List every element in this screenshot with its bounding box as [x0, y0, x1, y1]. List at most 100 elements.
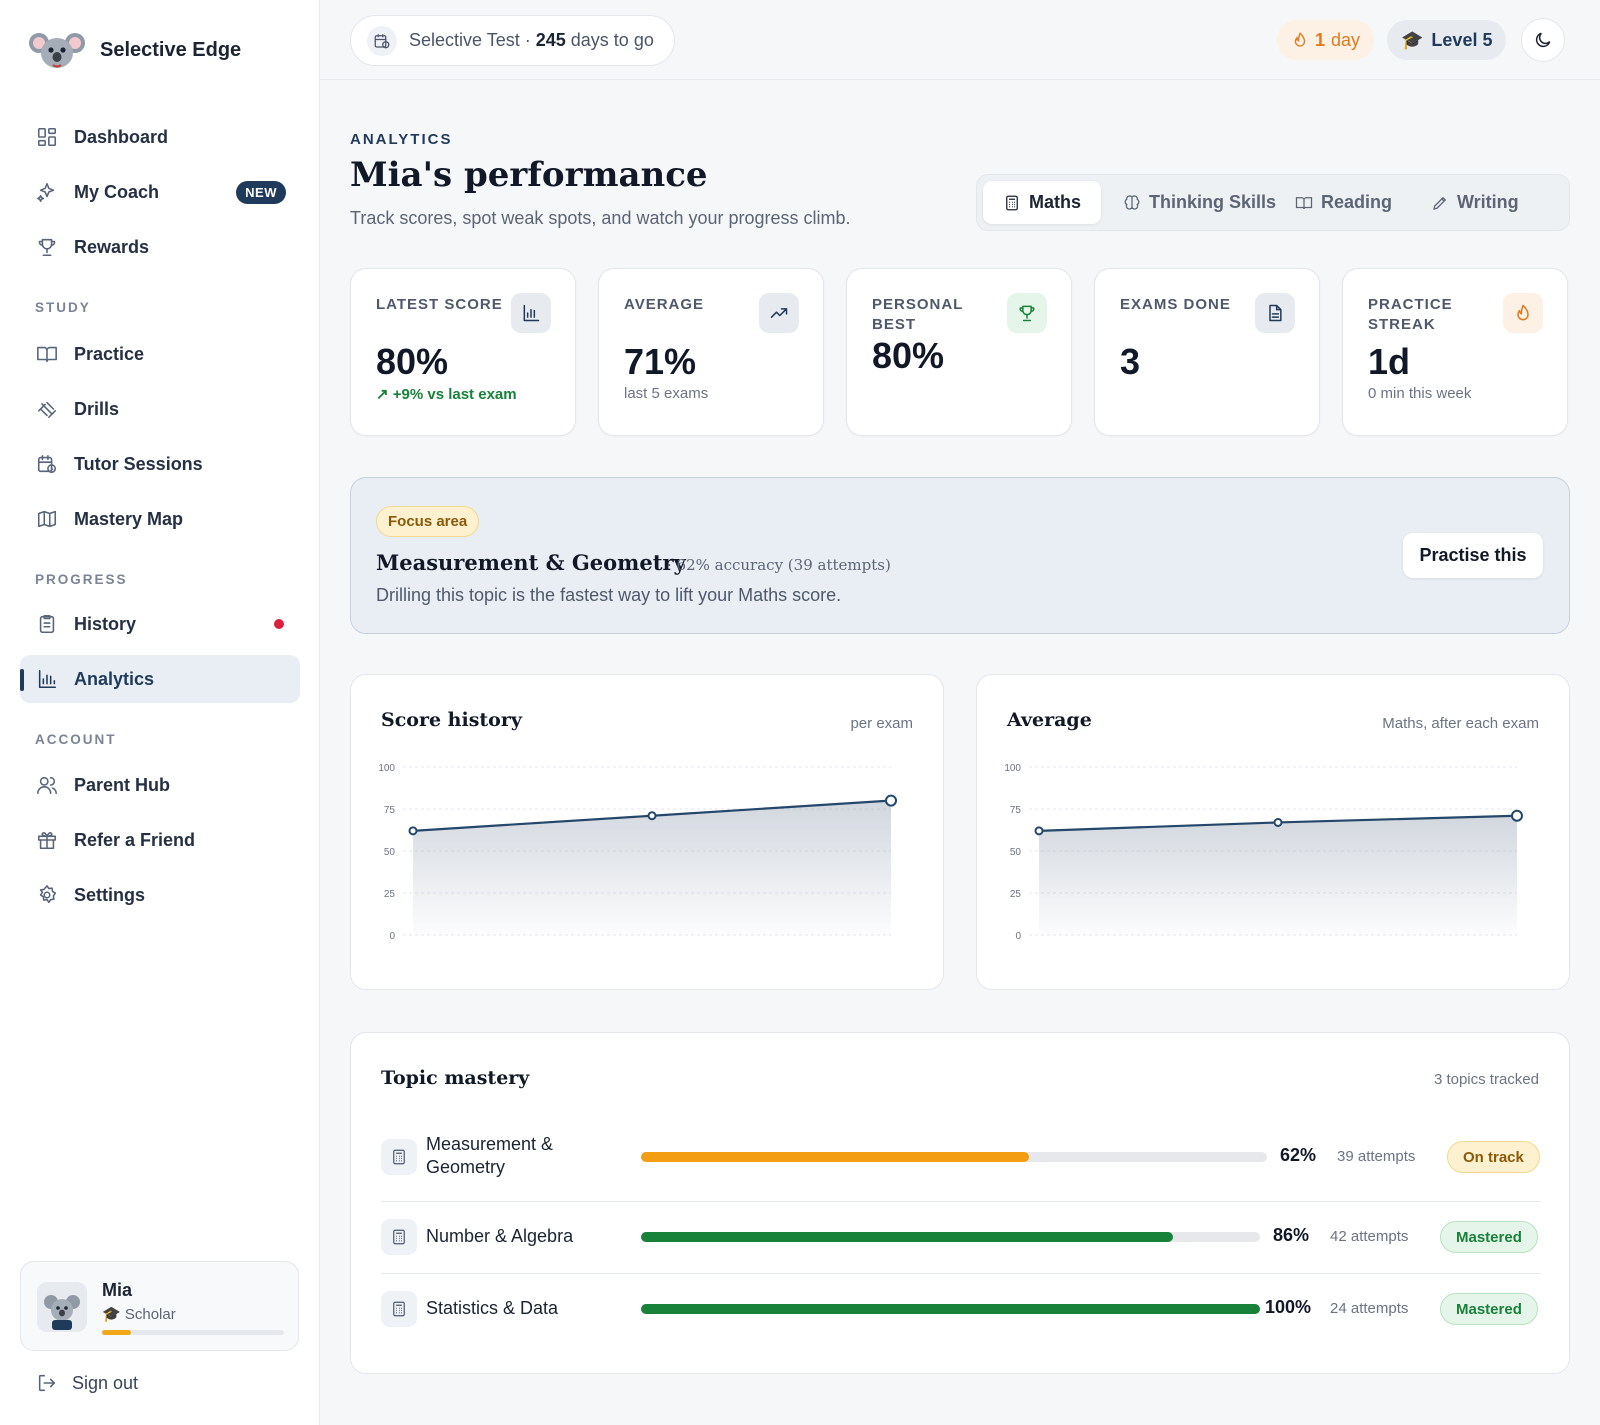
tab-thinking-skills[interactable]: Thinking Skills — [1103, 181, 1296, 224]
area-fill — [1039, 815, 1517, 935]
status-badge: Mastered — [1440, 1293, 1538, 1325]
sidebar-item-label: Refer a Friend — [74, 829, 196, 850]
topic-progress-fill — [641, 1152, 1030, 1162]
topic-progress-bar — [641, 1152, 1267, 1162]
tab-maths[interactable]: Maths — [983, 181, 1102, 224]
stat-label: EXAMS DONE — [1120, 296, 1231, 313]
calculator-icon — [381, 1139, 417, 1175]
page-subtitle: Track scores, spot weak spots, and watch… — [350, 208, 851, 228]
data-point[interactable] — [647, 811, 657, 821]
sidebar-item-label: History — [74, 613, 137, 634]
tab-reading[interactable]: Reading — [1275, 181, 1412, 224]
notification-dot — [274, 619, 284, 629]
new-badge: NEW — [236, 180, 286, 204]
stat-label: PERSONAL BEST — [872, 296, 964, 333]
score-history-chart: 100 75 50 25 0 — [378, 763, 897, 942]
sidebar-item-label: Rewards — [74, 236, 150, 257]
stat-value: 71% — [624, 341, 697, 382]
graduation-cap-icon: 🎓 — [1401, 29, 1424, 50]
practise-this-button[interactable]: Practise this — [1403, 533, 1543, 578]
sidebar-item-rewards[interactable]: Rewards — [20, 223, 300, 271]
y-tick-label: 25 — [1010, 889, 1022, 900]
y-tick-label: 75 — [384, 805, 396, 816]
sign-out-button[interactable]: Sign out — [36, 1372, 138, 1394]
stat-value: 1d — [1368, 341, 1411, 382]
focus-description: Drilling this topic is the fastest way t… — [376, 585, 842, 605]
mastery-title: Topic mastery — [381, 1067, 530, 1089]
arrow-up-right-icon: ↗ — [376, 386, 393, 403]
score-history-card: Score history per exam 100 75 50 25 0 — [350, 674, 944, 990]
trophy-icon — [38, 238, 56, 257]
xp-progress-bar — [102, 1330, 284, 1335]
sidebar-item-refer-a-friend[interactable]: Refer a Friend — [20, 816, 300, 864]
calculator-icon — [1006, 195, 1018, 210]
y-tick-label: 0 — [1015, 931, 1021, 942]
y-tick-label: 0 — [389, 931, 395, 942]
level-pill[interactable]: 🎓 Level 5 — [1387, 20, 1507, 60]
clipboard-list-icon — [39, 614, 55, 634]
topic-progress-bar — [641, 1304, 1260, 1314]
row-divider — [381, 1201, 1541, 1202]
user-role: 🎓 Scholar — [102, 1306, 176, 1323]
xp-progress-fill — [102, 1330, 132, 1335]
streak-value: 1 — [1315, 29, 1326, 50]
streak-pill[interactable]: 1 day — [1277, 20, 1375, 60]
data-point[interactable] — [1511, 809, 1523, 822]
stat-note: last 5 exams — [624, 385, 709, 402]
y-tick-label: 75 — [1010, 805, 1022, 816]
sidebar-item-dashboard[interactable]: Dashboard — [20, 113, 300, 161]
sidebar-item-label: Drills — [74, 398, 120, 419]
level-label: Level 5 — [1431, 29, 1493, 50]
book-open-icon — [1295, 196, 1313, 209]
sign-out-label: Sign out — [72, 1372, 139, 1393]
data-point[interactable] — [1034, 826, 1044, 836]
data-point[interactable] — [1273, 817, 1283, 827]
gift-icon — [37, 832, 57, 850]
bar-chart-icon — [511, 293, 551, 333]
theme-toggle-button[interactable] — [1521, 18, 1565, 62]
file-text-icon — [1255, 293, 1295, 333]
flame-icon — [1503, 293, 1543, 333]
stat-value: 80% — [872, 335, 945, 376]
sidebar: Selective Edge Dashboard My Coach NEW Re… — [0, 0, 320, 1425]
section-label-study: STUDY — [35, 300, 91, 315]
sidebar-item-analytics[interactable]: Analytics — [20, 655, 300, 703]
brain-icon — [1124, 194, 1140, 210]
log-out-icon — [38, 1374, 56, 1392]
data-point[interactable] — [408, 826, 418, 836]
sidebar-item-drills[interactable]: Drills — [20, 385, 300, 433]
users-icon — [37, 776, 57, 795]
sidebar-item-practice[interactable]: Practice — [20, 330, 300, 378]
brand[interactable]: Selective Edge — [28, 26, 241, 74]
section-label-account: ACCOUNT — [35, 732, 117, 747]
topic-row[interactable]: Measurement & Geometry 62% 39 attempts O… — [381, 1121, 1541, 1193]
y-tick-label: 100 — [378, 763, 395, 774]
topic-attempts: 39 attempts — [1337, 1148, 1416, 1165]
topbar: Selective Test · 245 days to go 1 day 🎓 … — [320, 0, 1600, 80]
chart-title: Score history — [381, 709, 522, 731]
user-name: Mia — [102, 1280, 133, 1300]
sidebar-item-label: Tutor Sessions — [74, 453, 203, 474]
tab-writing[interactable]: Writing — [1411, 181, 1539, 224]
sidebar-item-settings[interactable]: Settings — [20, 871, 300, 919]
exam-countdown[interactable]: Selective Test · 245 days to go — [350, 15, 675, 66]
topic-name: Measurement & Geometry — [426, 1134, 554, 1177]
stat-card-exams-done: EXAMS DONE 3 — [1094, 268, 1320, 436]
stat-value: 3 — [1120, 341, 1141, 382]
user-card[interactable]: Mia 🎓 Scholar — [20, 1261, 299, 1351]
topic-row[interactable]: Statistics & Data 100% 24 attempts Maste… — [381, 1273, 1541, 1345]
trophy-icon — [1007, 293, 1047, 333]
bar-chart-icon — [38, 669, 57, 689]
topic-row[interactable]: Number & Algebra 86% 42 attempts Mastere… — [381, 1201, 1541, 1273]
topic-mastery-card: Topic mastery 3 topics tracked Measureme… — [350, 1032, 1570, 1374]
sidebar-item-tutor-sessions[interactable]: Tutor Sessions — [20, 440, 300, 488]
sidebar-item-mastery-map[interactable]: Mastery Map — [20, 495, 300, 543]
data-point[interactable] — [885, 794, 897, 807]
subject-tabs: Maths Thinking Skills Reading Writing — [976, 174, 1570, 231]
sidebar-item-history[interactable]: History — [20, 600, 300, 648]
sidebar-item-parent-hub[interactable]: Parent Hub — [20, 761, 300, 809]
sidebar-item-my-coach[interactable]: My Coach NEW — [20, 168, 300, 216]
stat-value: 80% — [376, 341, 449, 382]
focus-meta: · 62% accuracy (39 attempts) — [667, 556, 891, 574]
moon-icon — [1535, 32, 1551, 48]
